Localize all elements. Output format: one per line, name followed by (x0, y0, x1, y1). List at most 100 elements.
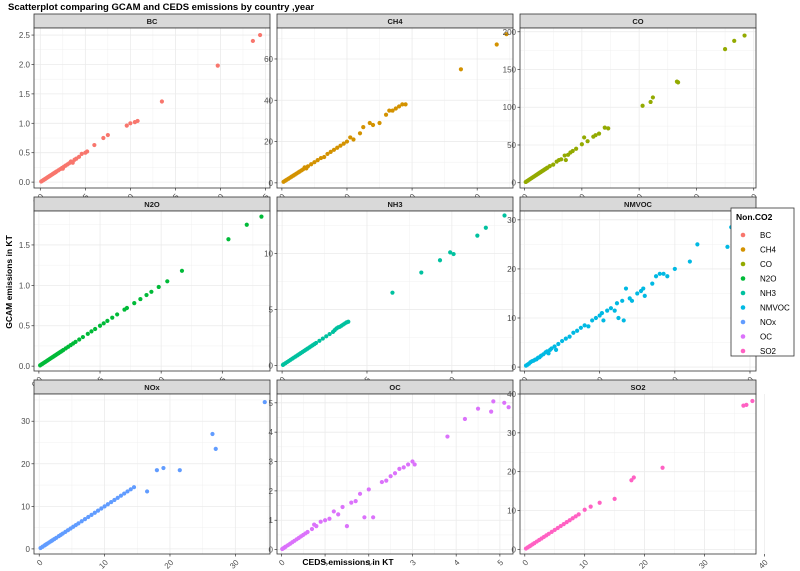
data-point (112, 497, 117, 503)
data-point (97, 323, 103, 328)
data-point (346, 319, 351, 324)
data-point (305, 164, 311, 169)
data-point (132, 301, 137, 306)
legend-key (740, 276, 746, 281)
y-tick-label: 10 (21, 502, 30, 511)
data-point (357, 491, 363, 496)
legend-item-nox: NOx (740, 318, 776, 327)
data-point (732, 38, 737, 43)
data-point (448, 250, 453, 255)
data-point (115, 495, 120, 500)
y-tick-label: 1.0 (19, 119, 31, 128)
data-point (489, 409, 494, 414)
data-point (154, 468, 160, 473)
x-tick-label: 20 (637, 558, 650, 571)
x-tick-label: 0 (520, 375, 530, 385)
legend-label: NH3 (760, 289, 777, 298)
data-point (101, 321, 106, 326)
data-point (215, 63, 220, 68)
panel-nmvoc: NMVOC01020300102030 (507, 196, 757, 388)
data-point (650, 281, 655, 286)
data-point (361, 124, 366, 130)
data-point (122, 491, 127, 496)
data-point (629, 478, 634, 483)
data-point (397, 466, 402, 471)
data-point (341, 141, 346, 146)
data-point (159, 99, 165, 104)
data-point (161, 465, 166, 471)
data-point (575, 328, 580, 333)
y-tick-label: 0.5 (19, 322, 31, 331)
y-tick-label: 30 (507, 216, 516, 225)
data-point (110, 315, 115, 320)
legend-item-nh3: NH3 (740, 289, 777, 298)
x-tick-label: 0 (35, 558, 45, 568)
strip-label: NMVOC (624, 200, 653, 209)
data-point (109, 499, 114, 505)
data-point (401, 465, 406, 470)
y-tick-label: 0.5 (19, 149, 31, 158)
data-point (612, 308, 617, 313)
legend-label: CO (760, 260, 772, 269)
data-point (313, 340, 319, 346)
data-point (328, 149, 333, 154)
data-point (105, 502, 110, 507)
data-point (344, 139, 350, 144)
y-tick-label: 1 (269, 516, 274, 525)
strip-label: NH3 (387, 200, 402, 209)
data-point (101, 135, 106, 141)
data-point (582, 323, 587, 328)
data-point (244, 222, 249, 227)
data-point (582, 135, 587, 140)
legend-key (740, 290, 746, 296)
x-tick-label: 1 (321, 558, 331, 568)
data-point (349, 500, 354, 505)
legend-label: BC (760, 231, 771, 240)
y-tick-label: 20 (507, 468, 516, 477)
y-tick-label: 50 (507, 141, 516, 150)
x-tick-label: 0 (278, 375, 288, 385)
data-point (585, 139, 590, 144)
data-point (582, 507, 587, 512)
data-point (559, 157, 564, 162)
y-tick-label: 200 (503, 28, 517, 37)
data-point (750, 398, 755, 404)
data-point (744, 402, 749, 407)
data-point (406, 462, 411, 467)
legend-key (740, 348, 746, 354)
data-point (661, 271, 666, 276)
panel-border (519, 393, 757, 555)
data-point (631, 475, 636, 480)
data-point (89, 329, 94, 334)
data-point (80, 334, 86, 340)
panel-border (33, 210, 271, 372)
data-point (556, 341, 561, 347)
data-point (92, 142, 97, 148)
data-point (606, 126, 611, 131)
data-point (118, 493, 124, 498)
x-tick-label: 2 (365, 558, 375, 568)
data-point (597, 500, 602, 505)
y-tick-label: 100 (503, 103, 517, 112)
data-point (335, 145, 340, 150)
legend-key (740, 261, 746, 267)
data-point (99, 506, 104, 511)
data-point (412, 462, 417, 467)
data-point (131, 485, 137, 490)
y-tick-label: 40 (507, 390, 516, 399)
data-point (392, 471, 398, 476)
data-point (348, 135, 353, 140)
strip-label: CH4 (387, 17, 403, 26)
data-point (563, 157, 568, 163)
panel-co: CO050100150200050100150200 (503, 13, 759, 208)
legend-item-bc: BC (740, 231, 771, 240)
data-point (504, 32, 509, 37)
data-point (616, 315, 621, 321)
legend-label: OC (760, 333, 772, 342)
y-tick-label: 10 (264, 250, 273, 259)
data-point (262, 399, 267, 405)
data-point (357, 131, 363, 136)
x-tick-label: 10 (577, 558, 590, 571)
